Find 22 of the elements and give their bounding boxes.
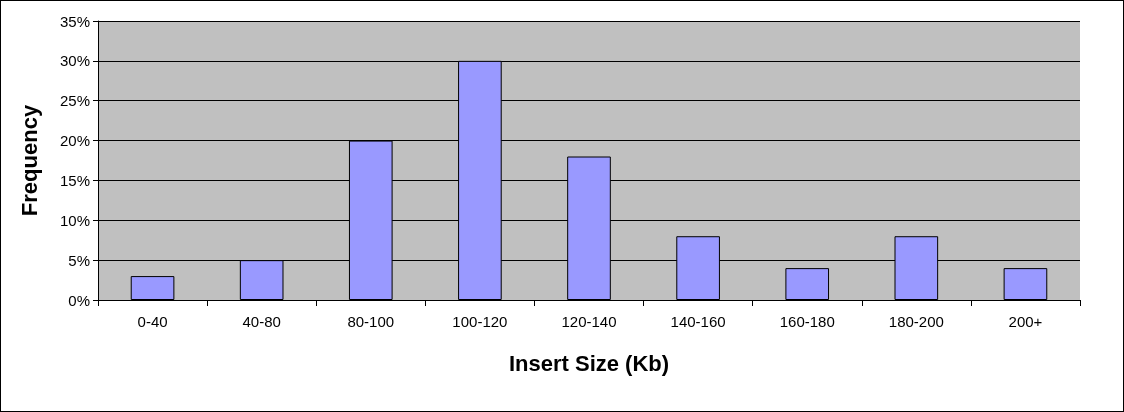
x-tick-label: 80-100 bbox=[347, 313, 395, 330]
x-tick-label: 160-180 bbox=[779, 313, 835, 330]
y-tick-label: 25% bbox=[59, 92, 90, 110]
x-tick-label: 40-80 bbox=[242, 313, 281, 330]
bar bbox=[785, 268, 830, 300]
x-tick-label: 100-120 bbox=[452, 313, 508, 330]
bar bbox=[1003, 268, 1048, 300]
x-tick-label: 180-200 bbox=[888, 313, 944, 330]
y-tick-label: 20% bbox=[59, 132, 90, 150]
bar bbox=[130, 276, 175, 300]
y-tick-label: 35% bbox=[59, 12, 90, 30]
y-tick-label: 15% bbox=[59, 171, 90, 189]
x-tick-label: 120-140 bbox=[561, 313, 617, 330]
y-tick-label: 5% bbox=[68, 251, 90, 269]
y-tick-label: 30% bbox=[59, 52, 90, 70]
y-tick-label: 10% bbox=[59, 211, 90, 229]
x-tick-label: 0-40 bbox=[137, 313, 168, 330]
y-tick-label: 0% bbox=[68, 291, 90, 309]
x-axis-title: Insert Size (Kb) bbox=[508, 350, 670, 376]
x-tick-label: 200+ bbox=[1008, 313, 1043, 330]
x-tick-label: 140-160 bbox=[670, 313, 726, 330]
y-axis-title: Frequency bbox=[16, 104, 42, 217]
